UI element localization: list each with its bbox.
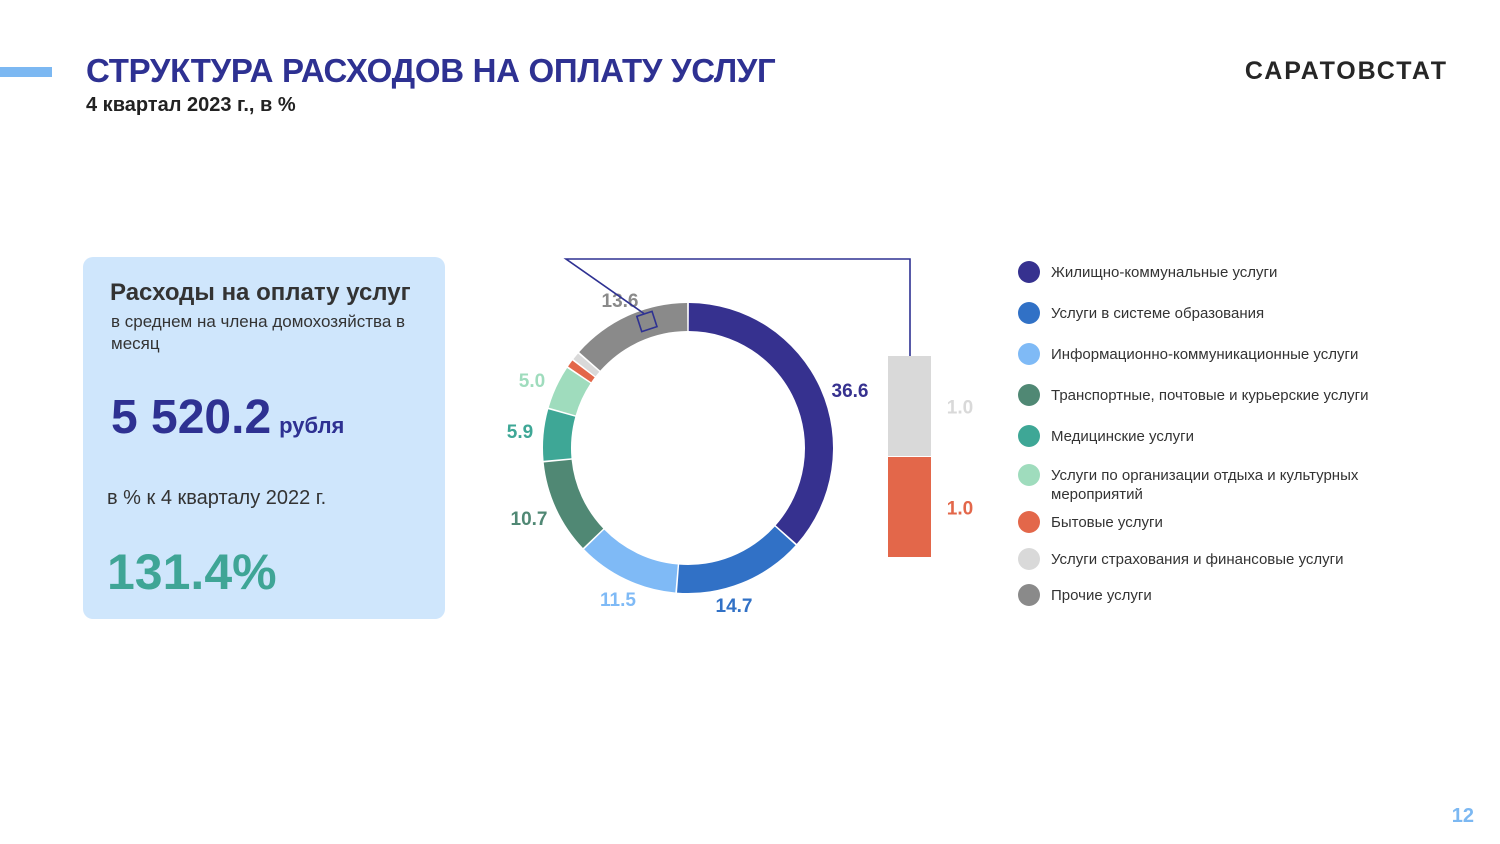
legend-swatch [1018,302,1040,324]
donut-slice-медицинские-услуги [543,409,576,461]
card-title: Расходы на оплату услуг [110,279,411,306]
legend-label: Жилищно-коммунальные услуги [1051,264,1278,281]
page-title: СТРУКТУРА РАСХОДОВ НА ОПЛАТУ УСЛУГ [86,52,776,89]
donut-slice-транспортные-почтовые-и-курьерские-услуги [543,459,604,548]
legend-item-транспортные-почтовые-и-курьерские-услуги: Транспортные, почтовые и курьерские услу… [1018,384,1391,406]
legend-swatch [1018,343,1040,365]
legend-swatch [1018,261,1040,283]
legend-swatch [1018,384,1040,406]
legend-item-услуги-страхования-и-финансовые-услуги: Услуги страхования и финансовые услуги [1018,548,1391,570]
legend-label: Транспортные, почтовые и курьерские услу… [1051,387,1369,404]
donut-slice-услуги-в-системе-образования [677,526,796,593]
detail-bar-бытовые-услуги [888,457,931,557]
expense-amount: 5 520.2 [111,391,272,444]
donut-slice-бытовые-услуги [568,360,595,383]
legend-item-бытовые-услуги: Бытовые услуги [1018,511,1391,533]
compare-label: в % к 4 кварталу 2022 г. [107,487,327,509]
detail-highlight-box [635,310,658,333]
legend-label: Услуги страхования и финансовые услуги [1051,551,1344,568]
donut-slice-прочие-услуги [579,303,688,371]
legend-label: Услуги по организации отдыха и культурны… [1051,467,1359,503]
legend-label: Услуги в системе образования [1051,305,1265,322]
legend-swatch [1018,548,1040,570]
expense-value: 5 520.2 рубля [111,390,344,445]
donut-label-услуги-в-системе-образования: 14.7 [716,596,753,617]
detail-bar-label-услуги-страхования-и-финансовые-услуги: 1.0 [947,398,973,419]
legend-item-медицинские-услуги: Медицинские услуги [1018,425,1391,447]
legend-item-услуги-в-системе-образования: Услуги в системе образования [1018,302,1391,324]
donut-slice-жилищно-коммунальные-услуги [688,303,833,544]
donut-label-жилищно-коммунальные-услуги: 36.6 [832,381,869,402]
detail-bar-услуги-страхования-и-финансовые-услуги [888,356,931,456]
legend-swatch [1018,511,1040,533]
legend-item-услуги-по-организации-отдыха-и-культурных-мероприятий: Услуги по организации отдыха и культурны… [1018,464,1391,504]
index-value: 131.4% [107,544,277,600]
detail-bar-label-бытовые-услуги: 1.0 [947,499,973,520]
donut-slice-информационно-коммуникационные-услуги [584,529,678,593]
brand-logo: САРАТОВСТАТ [1244,57,1448,85]
legend-label: Прочие услуги [1051,587,1152,604]
legend-item-прочие-услуги: Прочие услуги [1018,584,1391,606]
detail-connector-line [563,258,911,356]
page-subtitle: 4 квартал 2023 г., в % [86,94,296,116]
legend-item-жилищно-коммунальные-услуги: Жилищно-коммунальные услуги [1018,261,1391,283]
donut-slice-услуги-страхования-и-финансовые-услуги [573,353,600,377]
donut-label-транспортные-почтовые-и-курьерские-услуги: 10.7 [511,509,548,530]
legend-swatch [1018,464,1040,486]
legend-label: Медицинские услуги [1051,428,1194,445]
page-number: 12 [1451,805,1474,827]
card-description: в среднем на члена домохозяйства в месяц [111,312,406,353]
donut-slice-услуги-по-организации-отдыха-и-культурных-мероприятий [548,367,591,416]
legend-item-информационно-коммуникационные-услуги: Информационно-коммуникационные услуги [1018,343,1391,365]
legend-label: Бытовые услуги [1051,514,1163,531]
legend-swatch [1018,584,1040,606]
expense-unit: рубля [279,413,345,438]
legend-swatch [1018,425,1040,447]
summary-card: Расходы на оплату услуг в среднем на чле… [83,257,445,619]
donut-label-прочие-услуги: 13.6 [602,291,639,312]
legend-label: Информационно-коммуникационные услуги [1051,346,1359,363]
accent-bar [0,67,52,77]
donut-label-услуги-по-организации-отдыха-и-культурных-мероприятий: 5.0 [519,371,545,392]
donut-label-информационно-коммуникационные-услуги: 11.5 [600,590,636,611]
donut-chart: 36.6 14.7 11.5 10.7 5.9 5.0 13.6 1.0 1.0 [507,258,973,617]
donut-label-медицинские-услуги: 5.9 [507,422,533,443]
